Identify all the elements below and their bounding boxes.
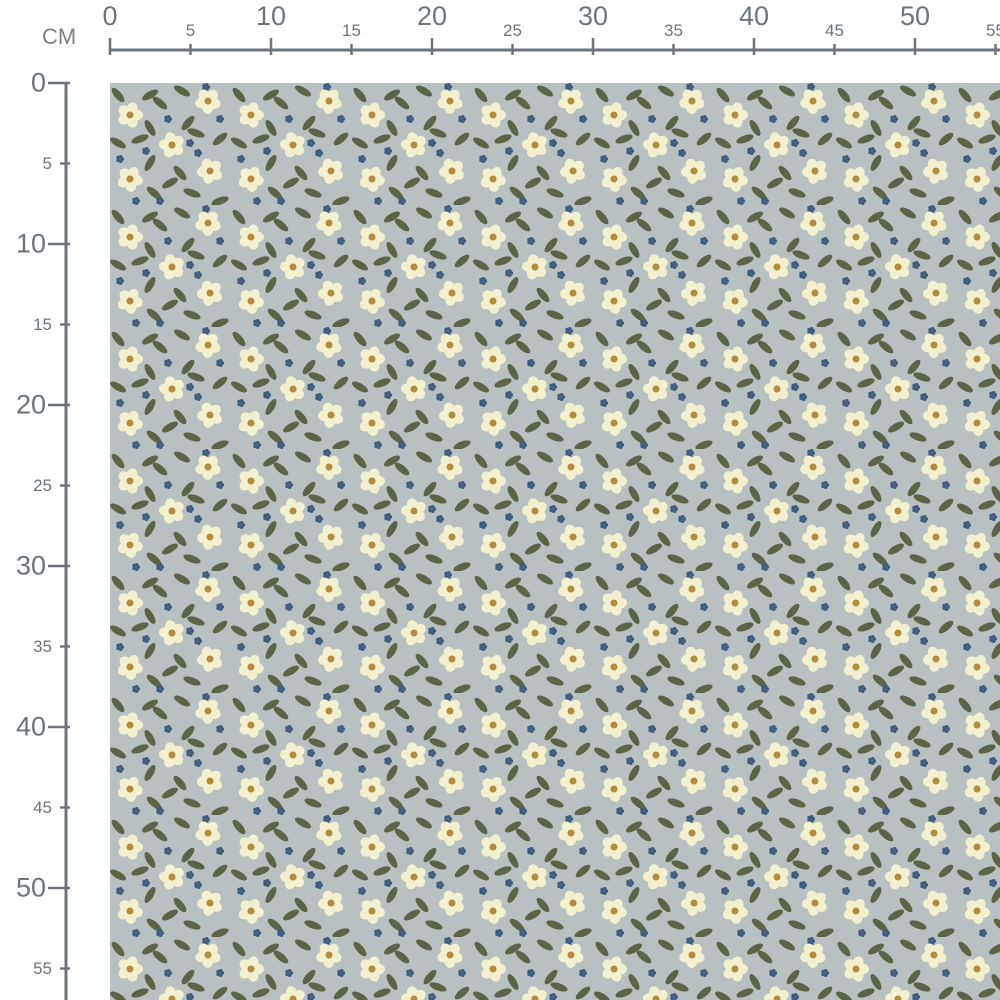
horizontal-tick-label: 5 <box>185 21 196 40</box>
horizontal-tick-label: 20 <box>416 1 448 31</box>
horizontal-tick-label: 40 <box>738 1 770 31</box>
vertical-tick-label: 35 <box>33 636 52 656</box>
horizontal-tick-label: 10 <box>255 1 287 31</box>
fabric-swatch <box>110 83 1000 1000</box>
vertical-tick-label: 40 <box>15 711 46 742</box>
vertical-tick-label: 25 <box>33 475 52 495</box>
horizontal-tick-label: 25 <box>503 21 522 40</box>
vertical-tick-label: 30 <box>15 550 46 581</box>
vertical-tick-label: 20 <box>15 389 46 420</box>
horizontal-tick-label: 15 <box>342 21 361 40</box>
vertical-tick-label: 15 <box>33 314 52 334</box>
horizontal-tick-label: 50 <box>899 1 931 31</box>
unit-label: CM <box>42 24 77 49</box>
vertical-tick-label: 50 <box>15 872 46 903</box>
horizontal-tick-label: 55 <box>986 21 1000 40</box>
horizontal-tick-label: 45 <box>825 21 844 40</box>
vertical-tick-label: 45 <box>33 797 52 817</box>
vertical-tick-label: 55 <box>33 958 52 978</box>
vertical-tick-label: 0 <box>30 67 46 98</box>
vertical-tick-label: 5 <box>42 153 52 173</box>
horizontal-tick-label: 0 <box>102 1 118 31</box>
horizontal-tick-label: 35 <box>664 21 683 40</box>
vertical-tick-label: 10 <box>15 228 46 259</box>
horizontal-tick-label: 30 <box>577 1 609 31</box>
